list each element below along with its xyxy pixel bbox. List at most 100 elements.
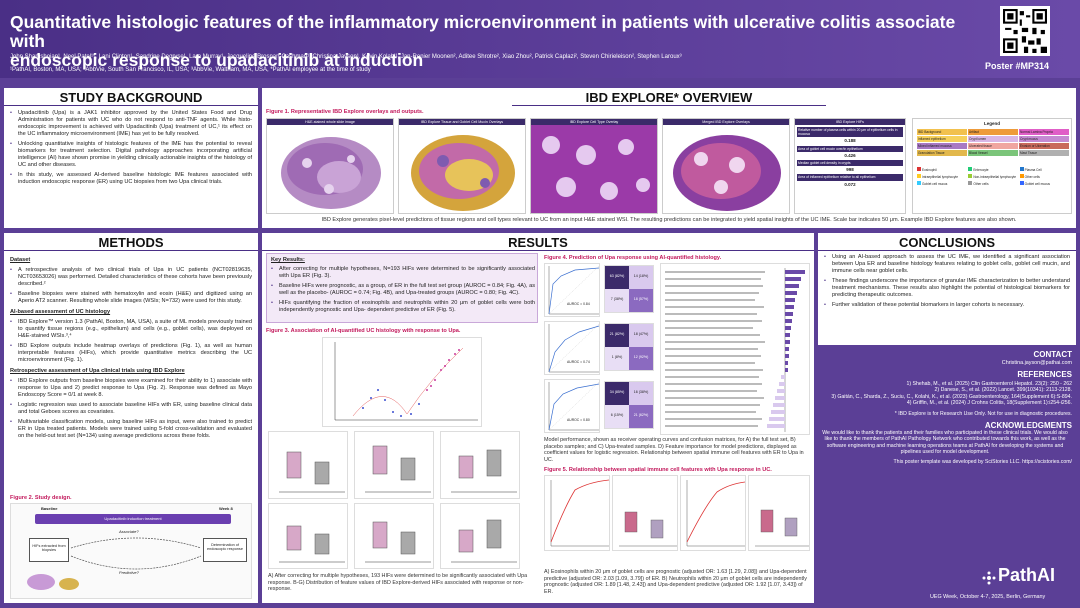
roc-panels: AUROC = 0.84 63 (82%) 14 (18%) 7 (38%) 1… [544, 263, 656, 435]
cm-cell: 7 (38%) [605, 289, 629, 312]
hif-outputs-tile: IBD Explore HIFs Relative number of plas… [794, 118, 906, 214]
contact-section: CONTACT Christina.jayson@pathai.com REFE… [818, 350, 1072, 465]
he-slide-tile: H&E-stained whole slide image [266, 118, 394, 214]
results-panel: RESULTS Key Results: After correcting fo… [262, 233, 814, 603]
figure-5-text: A) Eosinophils within 20 μm of goblet ce… [544, 569, 807, 595]
overview-heading: IBD EXPLORE* OVERVIEW [512, 90, 826, 106]
methods-heading: METHODS [4, 235, 258, 251]
roc-curve-b: AUROC = 0.74 [544, 321, 600, 375]
confusion-matrix-a: 63 (82%) 14 (18%) 7 (38%) 18 (57%) [604, 265, 654, 313]
acknowledgments-text: We would like to thank the patients and … [822, 430, 1068, 456]
hif-value: 0.072 [844, 181, 856, 187]
dataset-subheading: Dataset [10, 257, 31, 263]
figure-5-caption: Figure 5. Relationship between spatial i… [544, 467, 772, 473]
cm-cell: 14 (18%) [629, 266, 653, 289]
legend-item: IBD Background [917, 129, 967, 135]
boxplot-c [354, 431, 434, 499]
conclusions-body: Using an AI-based approach to assess the… [824, 254, 1070, 312]
conclusion-bullet: Further validation of these potential bi… [824, 302, 1070, 309]
hif-label: Area of goblet cell mucin over/in epithe… [797, 145, 903, 152]
methods-bullet: Multivariable classification models, usi… [10, 419, 252, 440]
methods-bullet: IBD Explore™ version 1.3 (PathAI, Boston… [10, 319, 252, 340]
methods-bullet: IBD Explore outputs from baseline biopsi… [10, 378, 252, 399]
fig5-boxplot-a [612, 475, 678, 551]
fig5-curve-a [544, 475, 610, 551]
title-line-1: Quantitative histologic features of the … [10, 12, 956, 51]
boxplot-f [354, 503, 434, 569]
references-heading: REFERENCES [1017, 370, 1072, 379]
background-bullet: Unlocking quantitative insights of histo… [10, 141, 252, 169]
boxplot-g [440, 503, 520, 569]
ibd-explore-overview-panel: IBD EXPLORE* OVERVIEW Figure 1. Represen… [262, 88, 1076, 228]
legend-item: Crypt lumen [968, 136, 1018, 142]
legend-item: Normal Lamina Propria [1019, 129, 1069, 135]
tile-label: IBD Explore Cell Type Overlay [531, 119, 657, 125]
cell-legend-item: Goblet cell mucus [1019, 181, 1069, 186]
cell-overlay-image [531, 125, 657, 213]
background-bullet: In this study, we assessed AI-derived ba… [10, 172, 252, 186]
cm-cell: 16 (38%) [629, 382, 653, 405]
methods-bullet: A retrospective analysis of two clinical… [10, 267, 252, 288]
hif-label: Median goblet cell density in crypts [797, 160, 903, 167]
methods-bullet: Logistic regression was used to associat… [10, 402, 252, 416]
boxplot-e [268, 503, 348, 569]
affiliations: ¹PathAI, Boston, MA, USA; ²AbbVie, South… [10, 67, 371, 73]
he-tissue-image [281, 137, 381, 209]
hif-label: Relative number of plasma cells within 2… [797, 127, 903, 138]
tissue-overlay-image [411, 135, 515, 211]
key-result-bullet: After correcting for multiple hypotheses… [271, 266, 535, 280]
pathai-logo: PathAI [982, 565, 1055, 586]
figure-4-text: Model performance, shown as receiver ope… [544, 437, 804, 463]
legend-item: Inflamed epithelium [917, 136, 967, 142]
legend-title: Legend [983, 121, 1000, 126]
conclusion-bullet: These findings underscore the importance… [824, 278, 1070, 299]
key-result-bullet: Baseline HIFs were prognostic, as a grou… [271, 283, 535, 297]
treatment-bar: Upadacitinib induction treatment [35, 514, 231, 524]
figure-2-caption: Figure 2. Study design. [10, 495, 72, 501]
methods-body: Dataset A retrospective analysis of two … [10, 253, 252, 443]
confusion-matrix-c: 34 (85%) 16 (38%) 6 (15%) 21 (62%) [604, 381, 654, 429]
figure-1-caption: Figure 1. Representative IBD Explore ove… [266, 109, 424, 115]
merged-overlay-tile: Merged IBD Explore Overlays [662, 118, 790, 214]
figure-3-caption: Figure 3. Association of AI-quantified U… [266, 328, 461, 334]
poster-title: Quantitative histologic features of the … [10, 13, 970, 70]
study-design-diagram: Baseline Week 8 Upadacitinib induction t… [10, 503, 252, 599]
auroc-label: AUROC = 0.80 [567, 418, 590, 422]
author-list: John Shamshoian¹, Neel Patel¹*, Lani Cli… [10, 54, 682, 60]
week8-label: Week 8 [219, 506, 233, 511]
legend-item: Blood Vessel [968, 150, 1018, 156]
tile-label: IBD Explore HIFs [795, 119, 905, 125]
roc-curve-a: AUROC = 0.84 [544, 263, 600, 317]
baseline-label: Baseline [41, 506, 58, 511]
qr-code-icon [1000, 6, 1050, 56]
title-line-2: endoscopic response to upadacitinib at i… [10, 50, 424, 70]
tile-label: Merged IBD Explore Overlays [663, 119, 789, 125]
fig5-curve-b [680, 475, 746, 551]
ai-subheading: AI-based assessment of UC histology [10, 309, 111, 315]
volcano-plot [322, 337, 482, 427]
reference-item: 3) Gaitán, C., Sharda, Z., Suciu, C., Ko… [831, 393, 1072, 400]
poster-number: Poster #MP314 [985, 61, 1050, 71]
predictive-label: Predictive? [119, 570, 139, 575]
poster-header: Quantitative histologic features of the … [0, 0, 1080, 78]
contact-heading: CONTACT [1033, 350, 1072, 359]
figure-3-text: A) After correcting for multiple hypothe… [268, 573, 528, 593]
associate-label: Associate? [119, 529, 139, 534]
cell-legend-item: Other cells [968, 181, 1017, 186]
tile-label: H&E-stained whole slide image [267, 119, 393, 125]
study-background-panel: STUDY BACKGROUND Upadacitinib (Upa) is a… [4, 88, 258, 228]
boxplot-b [268, 431, 348, 499]
key-result-bullet: HIFs quantifying the fraction of eosinop… [271, 300, 535, 314]
legend-item: Granulation Tissue [917, 150, 967, 156]
overview-caption: IBD Explore generates pixel-level predic… [321, 217, 1017, 223]
hif-value: 0.426 [844, 152, 856, 158]
cm-cell: 34 (85%) [605, 382, 629, 405]
cell-legend-item: Enterocyte [968, 167, 1017, 172]
figure-4-caption: Figure 4. Prediction of Upa response usi… [544, 255, 722, 261]
reference-item: 1) Shehab, M., et al. (2025) Clin Gastro… [906, 381, 1072, 387]
roc-curve-c: AUROC = 0.80 [544, 379, 600, 433]
retro-subheading: Retrospective assessment of Upa clinical… [10, 368, 185, 374]
pathai-logo-icon [982, 569, 996, 585]
contact-email[interactable]: Christina.jayson@pathai.com [1001, 360, 1072, 366]
cell-legend-item: Goblet cell mucus [917, 181, 966, 186]
